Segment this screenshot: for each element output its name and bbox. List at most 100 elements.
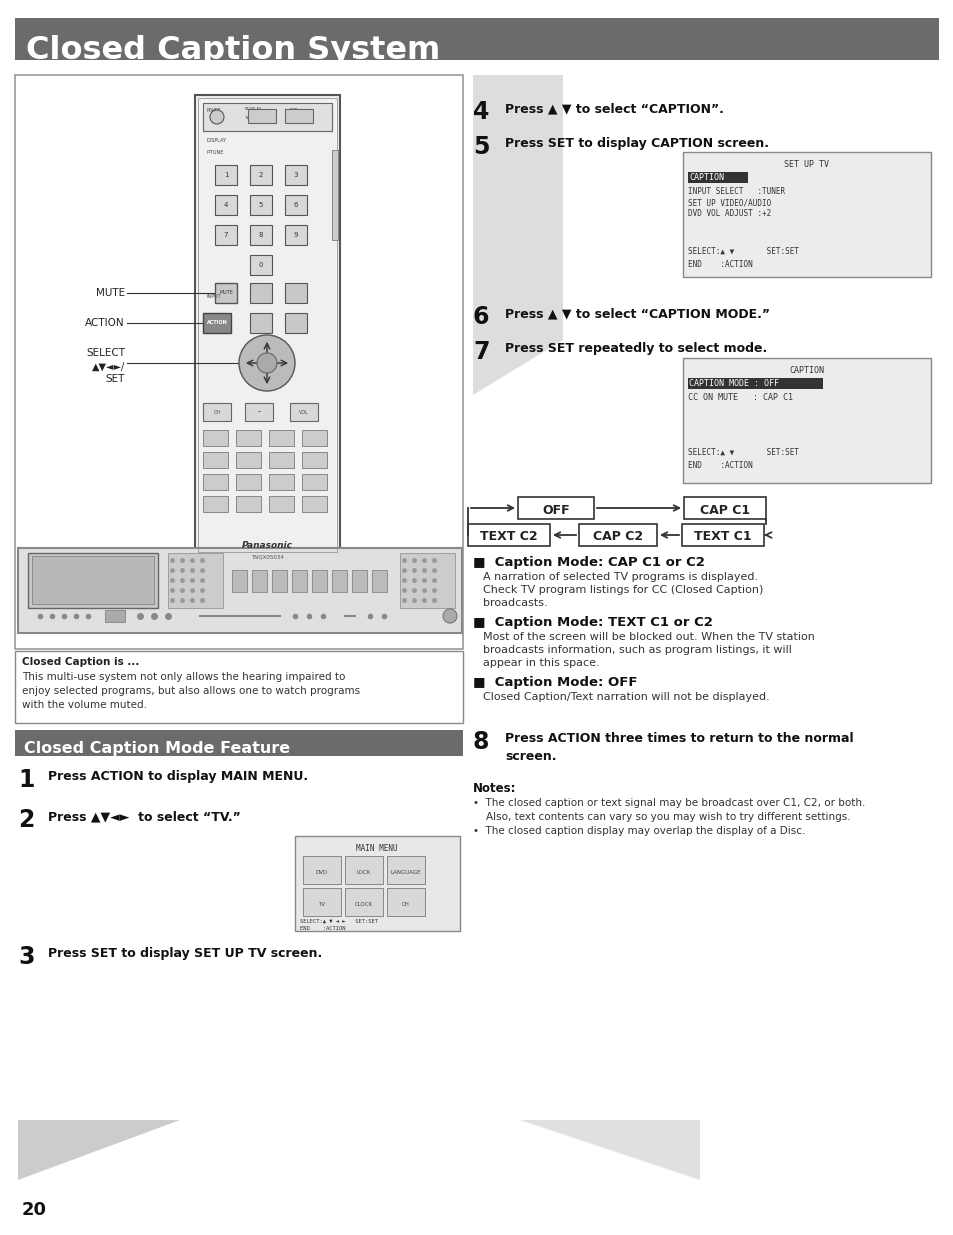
Text: Closed Caption is ...: Closed Caption is ... xyxy=(22,657,139,667)
Bar xyxy=(285,109,313,124)
Bar xyxy=(203,312,231,333)
Text: 1: 1 xyxy=(224,172,228,178)
Circle shape xyxy=(239,335,294,391)
Text: Press SET to display SET UP TV screen.: Press SET to display SET UP TV screen. xyxy=(48,947,322,960)
Text: Check TV program listings for CC (Closed Caption): Check TV program listings for CC (Closed… xyxy=(482,585,762,595)
Polygon shape xyxy=(519,1120,700,1179)
Bar xyxy=(345,856,382,884)
Bar xyxy=(372,571,387,592)
Text: TEXT C2: TEXT C2 xyxy=(479,531,537,543)
Circle shape xyxy=(256,353,276,373)
Bar xyxy=(194,95,339,555)
Text: Press ACTION to display MAIN MENU.: Press ACTION to display MAIN MENU. xyxy=(48,769,308,783)
Text: Closed Caption Mode Feature: Closed Caption Mode Feature xyxy=(24,741,290,757)
Text: CH: CH xyxy=(213,410,220,415)
Text: Panasonic: Panasonic xyxy=(241,541,293,550)
Bar xyxy=(285,312,307,333)
Bar xyxy=(399,553,455,608)
Text: INPUT: INPUT xyxy=(207,294,221,299)
Polygon shape xyxy=(473,75,562,395)
Text: 5: 5 xyxy=(473,135,489,159)
Text: Press SET repeatedly to select mode.: Press SET repeatedly to select mode. xyxy=(504,342,766,354)
Text: P-TUNE: P-TUNE xyxy=(207,151,224,156)
Text: MAIN MENU: MAIN MENU xyxy=(355,844,397,853)
Bar xyxy=(303,888,340,916)
Bar xyxy=(250,312,272,333)
Bar xyxy=(18,548,461,634)
Bar xyxy=(332,149,337,240)
Text: ■  Caption Mode: OFF: ■ Caption Mode: OFF xyxy=(473,676,637,689)
Text: CAP C1: CAP C1 xyxy=(700,504,749,516)
Bar xyxy=(15,730,462,756)
Text: DVD: DVD xyxy=(315,869,328,874)
Text: CAPTION: CAPTION xyxy=(789,366,823,375)
Text: 2: 2 xyxy=(18,808,34,832)
Bar xyxy=(250,195,272,215)
Text: POWER: POWER xyxy=(207,109,221,114)
Text: screen.: screen. xyxy=(504,750,556,763)
Bar xyxy=(687,378,822,389)
Text: DISPLAY: DISPLAY xyxy=(245,107,262,111)
Text: broadcasts.: broadcasts. xyxy=(482,598,547,608)
Bar xyxy=(302,474,327,490)
Bar xyxy=(285,195,307,215)
Bar xyxy=(203,403,231,421)
Bar xyxy=(332,571,347,592)
Text: •  The closed caption or text signal may be broadcast over C1, C2, or both.: • The closed caption or text signal may … xyxy=(473,798,864,808)
Text: Press ACTION three times to return to the normal: Press ACTION three times to return to th… xyxy=(504,732,853,745)
Text: TEXT C1: TEXT C1 xyxy=(694,531,751,543)
Text: Press ▲▼◄►  to select “TV.”: Press ▲▼◄► to select “TV.” xyxy=(48,810,240,823)
Text: 0: 0 xyxy=(258,262,263,268)
Text: Also, text contents can vary so you may wish to try different settings.: Also, text contents can vary so you may … xyxy=(473,811,850,823)
Bar xyxy=(105,610,125,622)
Text: ■  Caption Mode: CAP C1 or C2: ■ Caption Mode: CAP C1 or C2 xyxy=(473,556,704,569)
Text: CAPTION: CAPTION xyxy=(688,173,723,182)
Text: DVD VOL ADJUST :+2: DVD VOL ADJUST :+2 xyxy=(687,209,770,219)
Text: ACTION: ACTION xyxy=(85,317,125,329)
Text: 7: 7 xyxy=(224,232,228,238)
Bar xyxy=(682,152,930,277)
Bar xyxy=(292,571,307,592)
Text: 3: 3 xyxy=(294,172,298,178)
Text: VOL: VOL xyxy=(299,410,309,415)
Bar xyxy=(517,496,594,519)
Bar xyxy=(203,474,228,490)
Bar xyxy=(203,135,332,147)
Bar xyxy=(214,165,236,185)
Text: Closed Caption System: Closed Caption System xyxy=(26,35,439,65)
Bar xyxy=(250,225,272,245)
Text: SET UP TV: SET UP TV xyxy=(783,161,828,169)
Bar xyxy=(681,524,763,546)
Bar xyxy=(303,856,340,884)
Text: TNQX05034: TNQX05034 xyxy=(251,555,283,559)
Text: Press ▲ ▼ to select “CAPTION MODE.”: Press ▲ ▼ to select “CAPTION MODE.” xyxy=(504,308,769,320)
Bar xyxy=(252,571,267,592)
Text: 1: 1 xyxy=(18,768,34,792)
Bar xyxy=(578,524,657,546)
Bar xyxy=(214,225,236,245)
Bar xyxy=(269,452,294,468)
Text: Closed Caption/Text narration will not be displayed.: Closed Caption/Text narration will not b… xyxy=(482,692,769,701)
Bar xyxy=(203,147,263,159)
Text: 9: 9 xyxy=(294,232,298,238)
Text: CC ON MUTE   : CAP C1: CC ON MUTE : CAP C1 xyxy=(687,393,792,403)
Text: LANGUAGE: LANGUAGE xyxy=(391,869,421,874)
Bar xyxy=(682,358,930,483)
Text: TV: TV xyxy=(318,902,325,906)
Text: CAPTION MODE : OFF: CAPTION MODE : OFF xyxy=(688,379,779,388)
Bar xyxy=(232,571,247,592)
Text: OFF: OFF xyxy=(541,504,569,516)
Text: 6: 6 xyxy=(294,203,298,207)
Text: DISPLAY: DISPLAY xyxy=(207,138,227,143)
Text: Notes:: Notes: xyxy=(473,782,516,795)
Bar xyxy=(15,75,462,650)
Bar xyxy=(302,430,327,446)
Text: 4: 4 xyxy=(224,203,228,207)
Bar xyxy=(294,836,459,931)
Text: SELECT: SELECT xyxy=(86,348,125,358)
Text: 8: 8 xyxy=(258,232,263,238)
Bar xyxy=(285,225,307,245)
Text: A narration of selected TV programs is displayed.: A narration of selected TV programs is d… xyxy=(482,572,758,582)
Text: 2: 2 xyxy=(258,172,263,178)
Text: INPUT SELECT   :TUNER: INPUT SELECT :TUNER xyxy=(687,186,784,196)
